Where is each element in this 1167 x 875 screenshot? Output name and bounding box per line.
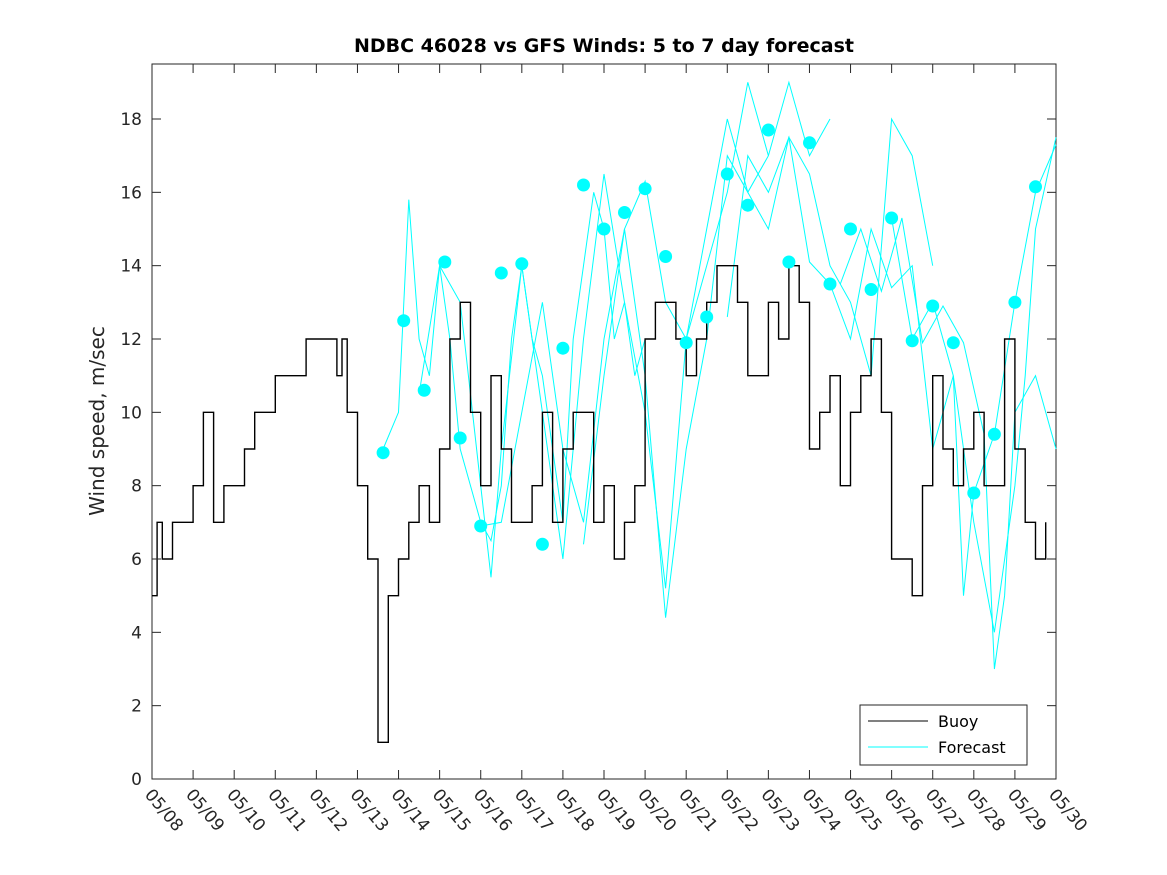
y-tick-label: 2	[131, 697, 142, 717]
forecast-series-line	[480, 80, 831, 618]
forecast-point	[515, 257, 529, 271]
forecast-point	[397, 314, 411, 328]
forecast-point	[803, 136, 816, 150]
y-tick-label: 4	[131, 623, 142, 643]
y-tick-label: 18	[120, 110, 142, 130]
y-tick-label: 10	[120, 403, 142, 423]
legend-box	[859, 704, 1028, 766]
buoy-series-line	[152, 265, 1047, 743]
legend-buoy-label: Buoy	[938, 712, 978, 731]
forecast-series-line	[891, 144, 1057, 596]
plot-frame	[151, 63, 1057, 780]
chart-title: NDBC 46028 vs GFS Winds: 5 to 7 day fore…	[354, 35, 854, 57]
forecast-point	[453, 431, 467, 445]
forecast-point	[577, 178, 590, 192]
forecast-point	[926, 299, 940, 313]
forecast-point	[417, 383, 431, 397]
forecast-point	[720, 167, 734, 181]
y-tick-label: 8	[131, 477, 142, 497]
forecast-point	[782, 255, 796, 269]
forecast-point	[1029, 180, 1042, 194]
forecast-point	[700, 310, 714, 324]
y-axis-ticks: 0 2 4 6 8 10 12 14 16 18	[120, 110, 1056, 790]
forecast-point	[905, 334, 919, 348]
forecast-point	[618, 206, 631, 219]
forecast-point	[844, 222, 857, 236]
forecast-point	[1008, 295, 1022, 309]
forecast-point	[556, 341, 570, 355]
y-tick-label: 0	[131, 770, 142, 790]
forecast-markers	[376, 123, 1042, 551]
buoy-line	[152, 265, 1047, 743]
forecast-point	[967, 486, 981, 500]
forecast-point	[864, 283, 878, 296]
forecast-point	[535, 537, 549, 551]
forecast-point	[987, 427, 1001, 441]
y-tick-label: 14	[120, 257, 142, 277]
forecast-point	[597, 222, 611, 236]
legend: Buoy Forecast	[859, 704, 1028, 766]
y-tick-label: 16	[120, 183, 142, 203]
forecast-point	[438, 255, 452, 269]
forecast-point	[946, 336, 960, 350]
forecast-point	[638, 182, 652, 196]
forecast-point	[474, 519, 488, 533]
plot-area	[151, 63, 1057, 780]
forecast-point	[659, 250, 673, 263]
forecast-point	[823, 277, 837, 291]
forecast-point	[679, 336, 693, 350]
y-tick-label: 12	[120, 330, 142, 350]
forecast-point	[885, 211, 899, 225]
forecast-point	[761, 123, 775, 137]
y-axis-label: Wind speed, m/sec	[85, 326, 109, 516]
y-tick-label: 6	[131, 550, 142, 570]
forecast-point	[376, 446, 390, 460]
forecast-point	[741, 198, 755, 212]
legend-forecast-label: Forecast	[938, 738, 1006, 757]
forecast-point	[494, 266, 508, 280]
